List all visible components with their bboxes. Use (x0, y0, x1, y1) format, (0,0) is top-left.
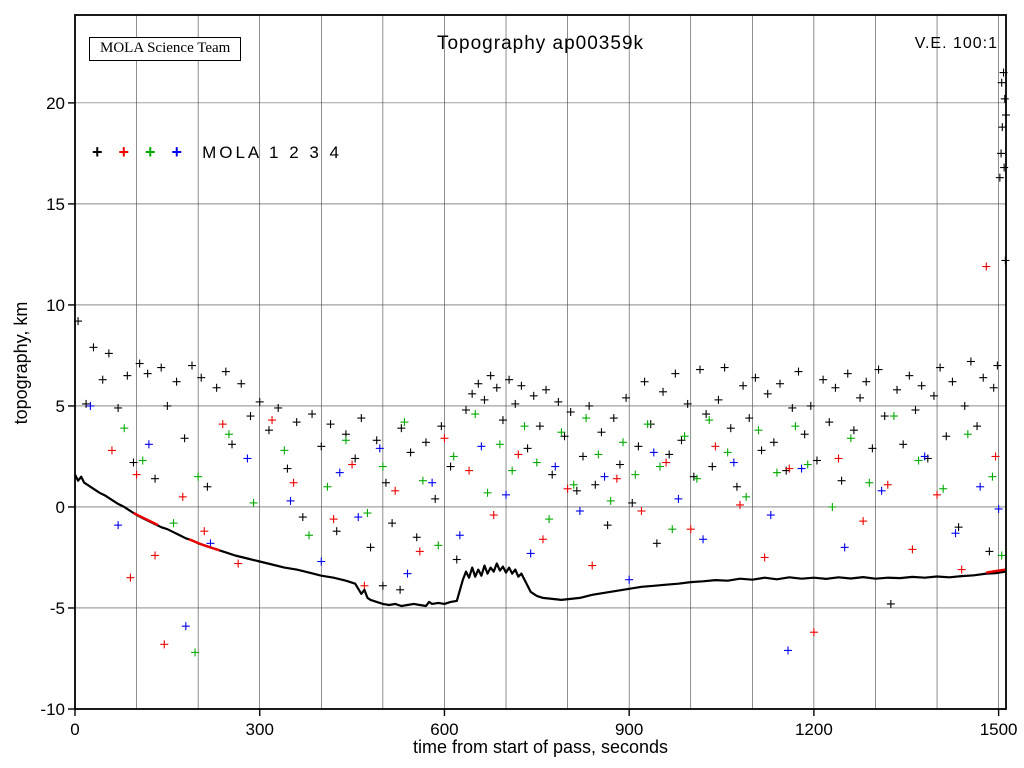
series-MOLA 2 returns (107, 262, 1000, 649)
y-tick-label: 0 (56, 498, 65, 517)
vertical-exaggeration-label: V.E. 100:1 (914, 35, 998, 52)
x-tick-label: 0 (70, 720, 79, 739)
y-tick-label: -10 (40, 700, 65, 719)
x-tick-label: 300 (246, 720, 274, 739)
y-tick-label: 10 (46, 296, 65, 315)
legend: + + + + MOLA 1 2 3 4 (92, 143, 342, 163)
series-ground-track-mola2-segment-b (188, 538, 221, 552)
plus-marker-icon: + (118, 142, 130, 162)
series-ground-track-mola2-segment-a (132, 511, 159, 527)
plot-title: Topography ap00359k (436, 33, 645, 54)
series-MOLA 4 returns (86, 401, 1003, 655)
y-tick-label: -5 (50, 599, 65, 618)
plus-marker-icon: + (145, 142, 156, 162)
x-axis-label: time from start of pass, seconds (412, 737, 669, 757)
grid-lines (74, 15, 1006, 710)
series-ground-track-mola2-segment-c (986, 568, 1007, 574)
axis-ticks: 0 300 600 900 1200 1500 -10 -5 0 5 10 15 20 (40, 94, 1017, 739)
plot-frame (74, 14, 1007, 710)
series-MOLA 3 returns (120, 410, 1006, 657)
x-tick-label: 600 (430, 720, 458, 739)
x-tick-label: 1500 (980, 720, 1018, 739)
y-axis-label: topography, km (11, 301, 31, 425)
y-tick-label: 5 (56, 397, 65, 416)
plus-marker-icon: + (171, 142, 183, 162)
legend-label: MOLA 1 2 3 4 (202, 143, 343, 162)
x-tick-label: 900 (615, 720, 643, 739)
series-ground-track-profile (74, 474, 1007, 608)
plus-marker-icon: + (92, 142, 103, 162)
mola-science-team-badge: MOLA Science Team (89, 37, 242, 61)
y-tick-label: 15 (46, 195, 65, 214)
y-tick-label: 20 (46, 94, 65, 113)
x-tick-label: 1200 (795, 720, 833, 739)
legend-marker-icons: + + + + (92, 143, 198, 163)
